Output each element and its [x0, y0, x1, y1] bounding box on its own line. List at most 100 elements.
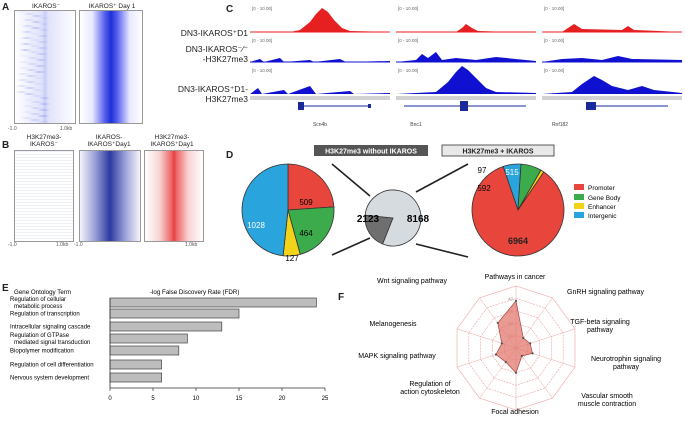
track-range-3b: [0 - 10.00]: [544, 38, 564, 43]
panel-a-col1-title: IKAROS⁻: [32, 3, 60, 10]
heatmap-a-ikaros-neg: [14, 10, 76, 124]
panel-b-axis-left-2: -1.0: [74, 242, 83, 248]
f-axis-melanogenesis: Melanogenesis: [369, 321, 417, 328]
pie-right-slice-3: [471, 165, 565, 257]
pie-overlap: [364, 189, 422, 247]
panel-b-axis-right-2: 1.0kb: [185, 242, 198, 248]
header-without-ikaros-box: [314, 145, 428, 156]
f-axis-vascular: Vascular smooth muscle contraction: [578, 393, 636, 408]
go-term-3-line-1: mediated signal transduction: [14, 340, 90, 346]
track-range-1c: [0 - 10.00]: [252, 68, 272, 73]
panel-a-axis-left: -1.0: [8, 126, 17, 132]
e-xtick-3: 15: [236, 396, 243, 402]
pie-left-label-promoter: 509: [299, 198, 313, 207]
legend-genebody: Gene Body: [588, 195, 621, 202]
tracks-bnc1: [0 - 10.00] [0 - 10.00] [0 - 10.00] Bnc1: [396, 6, 536, 128]
go-bar-0: [109, 297, 317, 308]
f-axis-tgfbeta-l2: pathway: [587, 327, 614, 334]
f-axis-tgfbeta-l1: TGF-beta signaling: [570, 319, 630, 326]
track3-label: DN3-IKAROS⁺D1- H3K27me3: [160, 84, 248, 104]
go-bar-3: [109, 333, 188, 344]
pie-left-slice-0: [287, 163, 335, 211]
track2-label-line2: -H3K27me3: [202, 54, 248, 64]
f-axis-wnt: Wnt signaling pathway: [377, 278, 448, 285]
track-range-3a: [0 - 10.00]: [544, 6, 564, 11]
track3-label-line2: H3K27me3: [205, 94, 248, 104]
e-xtick-2: 10: [193, 396, 200, 402]
panel-a-col2-title: IKAROS⁺ Day 1: [88, 3, 136, 10]
pie-with-ikaros: [471, 163, 565, 257]
pie-right-label-515: 515: [505, 168, 519, 177]
pie-right-label-6964: 6964: [508, 236, 528, 246]
radar-point-1: [522, 336, 525, 340]
go-term-1: Regulation of transcription: [10, 312, 80, 318]
panel-b-col3-title: H3K27me3- IKAROS⁺Day1: [141, 134, 203, 148]
header-with-ikaros: H3K27me3 + IKAROS: [462, 149, 533, 156]
legend-intergenic: Intergenic: [588, 213, 617, 220]
panel-e-bar-chart: Gene Ontology Term -log False Discovery …: [10, 289, 329, 402]
f-axis-mapk: MAPK signaling pathway: [358, 353, 436, 360]
f-axis-pathways-cancer: Pathways in cancer: [485, 274, 546, 281]
pie-mid-label-8168: 8168: [407, 214, 430, 225]
pie-right-label-97: 97: [478, 166, 487, 175]
tracks-rnf182: [0 - 10.00] [0 - 10.00] [0 - 10.00] Rnf1…: [542, 6, 682, 128]
f-axis-neurotrophin-l1: Neurotrophin signaling: [591, 356, 661, 363]
radar-area: [495, 300, 533, 374]
legend-swatch-promoter: [574, 184, 584, 190]
track2-label-line1: DN3-IKAROS⁻⁄⁻: [185, 44, 248, 54]
go-term-0-line-1: metabolic process: [14, 304, 62, 310]
radar-ring-label-0: 40: [508, 296, 514, 301]
radar-point-3: [531, 352, 534, 355]
peak-blue-3a: [542, 56, 682, 62]
panel-b-axis-left: -1.0: [8, 242, 17, 248]
f-axis-vascular-l1: Vascular smooth: [581, 393, 633, 400]
go-bar-5: [109, 359, 162, 370]
f-axis-neurotrophin: Neurotrophin signaling pathway: [591, 356, 661, 371]
radar-point-9: [496, 321, 499, 325]
f-axis-tgfbeta: TGF-beta signaling pathway: [570, 319, 630, 334]
heatmap-b-h3k27me3-pos: [144, 150, 204, 242]
track-range-1a: [0 - 10.00]: [252, 6, 272, 11]
legend-swatch-intergenic: [574, 212, 584, 218]
panel-f-label: F: [338, 292, 345, 303]
panel-b-col1-line2: IKAROS⁻: [30, 141, 58, 148]
peak-blue-2b: [396, 66, 536, 94]
pie-left-label-genebody: 464: [299, 229, 313, 238]
panel-b-axis-right: 1.0kb: [56, 242, 69, 248]
go-term-2-line-0: Intracellular signaling cascade: [10, 325, 91, 331]
peak-blue-2a: [396, 52, 536, 62]
go-term-5-line-0: Regulation of cell differentiation: [10, 363, 94, 369]
pie-without-ikaros: [241, 163, 335, 257]
go-term-5: Regulation of cell differentiation: [10, 363, 94, 369]
track-range-1b: [0 - 10.00]: [252, 38, 272, 43]
track-range-2a: [0 - 10.00]: [398, 6, 418, 11]
e-col-header-right: -log False Discovery Rate (FDR): [150, 289, 239, 296]
radar-point-7: [494, 353, 498, 356]
tracks-scn4b: [0 - 10.00] [0 - 10.00] [0 - 10.00] Scn4…: [250, 6, 390, 128]
track-range-3c: [0 - 10.00]: [544, 68, 564, 73]
go-term-4-line-0: Biopolymer modification: [10, 349, 74, 355]
pie-mid-label-2123: 2123: [357, 214, 380, 225]
go-term-3-line-0: Regulation of GTPase: [10, 333, 70, 339]
pie-left-slice-1: [287, 206, 335, 255]
peak-blue-3b: [542, 76, 682, 94]
legend-enhancer: Enhancer: [588, 204, 617, 211]
gene-scn4b: Scn4b: [313, 122, 327, 128]
track-range-2b: [0 - 10.00]: [398, 38, 418, 43]
pie-mid-slice-1: [364, 189, 422, 247]
go-term-0: Regulation of cellular metabolic process: [10, 297, 66, 310]
go-bar-1: [109, 308, 240, 319]
panel-f-radar: 40302010 Pathways in cancer GnRH signali…: [358, 274, 661, 416]
panel-b-label: B: [2, 140, 10, 151]
track1-label: DN3-IKAROS⁺D1: [180, 28, 248, 38]
pie-right-label-592: 592: [477, 184, 491, 193]
e-xtick-4: 20: [279, 396, 286, 402]
e-xtick-0: 0: [108, 396, 112, 402]
go-bar-6: [109, 372, 162, 383]
e-xtick-1: 5: [151, 396, 155, 402]
peak-red-1: [250, 8, 390, 32]
go-term-0-line-0: Regulation of cellular: [10, 297, 66, 303]
track3-label-line1: DN3-IKAROS⁺D1-: [177, 84, 248, 94]
panel-a-axis-right: 1.0kb: [60, 126, 73, 132]
radar-point-6: [504, 360, 507, 364]
